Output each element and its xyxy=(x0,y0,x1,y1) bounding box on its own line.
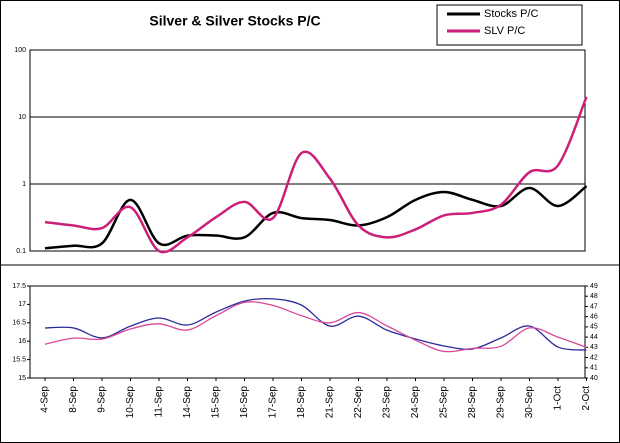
y-tick-label: 15.5 xyxy=(12,356,26,363)
y2-tick-label: 47 xyxy=(590,303,598,310)
x-tick-label: 16-Sep xyxy=(239,386,250,419)
y-tick-label: 10 xyxy=(18,114,26,121)
y2-tick-label: 49 xyxy=(590,283,598,290)
y-tick-label: 16 xyxy=(18,338,26,345)
line-series xyxy=(44,297,587,351)
x-tick-label: 28-Sep xyxy=(467,386,478,419)
y-tick-label: 17.5 xyxy=(12,283,26,290)
y2-tick-label: 42 xyxy=(590,354,598,361)
y2-tick-label: 43 xyxy=(590,344,598,351)
x-tick-label: 17-Sep xyxy=(268,386,279,419)
y-tick-label: 15 xyxy=(18,375,26,382)
y2-tick-label: 40 xyxy=(590,375,598,382)
x-tick-label: 25-Sep xyxy=(439,386,450,419)
y2-tick-label: 46 xyxy=(590,314,598,321)
line-series xyxy=(44,96,588,254)
x-tick-label: 24-Sep xyxy=(410,386,421,419)
x-tick-label: 11-Sep xyxy=(154,386,165,418)
x-tick-label: 9-Sep xyxy=(97,386,108,413)
x-tick-label: 4-Sep xyxy=(40,386,51,413)
y-tick-label: 0.1 xyxy=(16,248,26,255)
plot-area-bottom xyxy=(29,285,586,379)
x-tick-label: 23-Sep xyxy=(382,386,393,419)
legend xyxy=(436,4,583,46)
x-tick-label: 21-Sep xyxy=(325,386,336,419)
x-tick-label: 15-Sep xyxy=(211,386,222,419)
y-tick-label: 1 xyxy=(22,181,26,188)
y2-tick-label: 41 xyxy=(590,365,598,372)
line-series xyxy=(44,301,587,353)
y-tick-label: 17 xyxy=(18,301,26,308)
x-tick-label: 1-Oct xyxy=(553,386,564,411)
y2-tick-label: 45 xyxy=(590,324,598,331)
x-tick-label: 10-Sep xyxy=(125,386,136,419)
x-tick-label: 14-Sep xyxy=(182,386,193,419)
y2-tick-label: 48 xyxy=(590,293,598,300)
x-tick-label: 8-Sep xyxy=(68,386,79,413)
x-tick-label: 18-Sep xyxy=(296,386,307,419)
x-tick-label: 22-Sep xyxy=(353,386,364,419)
legend-label: Stocks P/C xyxy=(484,8,538,20)
x-tick-label: 30-Sep xyxy=(524,386,535,419)
y-tick-label: 16.5 xyxy=(12,320,26,327)
legend-label: SLV P/C xyxy=(484,25,525,37)
y-tick-label: 100 xyxy=(14,47,26,54)
y2-tick-label: 44 xyxy=(590,334,598,341)
x-tick-label: 29-Sep xyxy=(496,386,507,419)
chart-title: Silver & Silver Stocks P/C xyxy=(149,13,320,29)
x-tick-label: 2-Oct xyxy=(581,386,592,411)
